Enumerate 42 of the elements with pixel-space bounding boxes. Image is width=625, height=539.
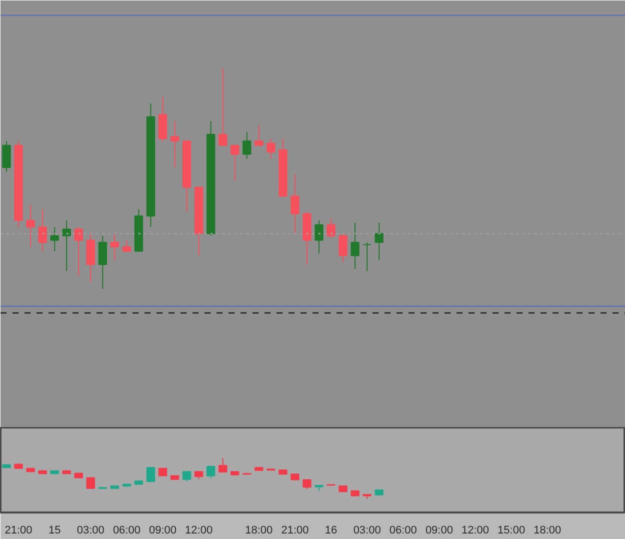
x-tick-label: 12:00 — [185, 524, 213, 536]
x-tick-label: 12:00 — [461, 524, 490, 536]
candlestick — [338, 233, 348, 263]
candlestick — [2, 140, 11, 172]
x-tick-label: 18:00 — [245, 524, 273, 536]
candlestick — [206, 466, 216, 479]
candlestick — [326, 218, 336, 238]
x-tick-label: 03:00 — [353, 524, 381, 536]
candlestick — [266, 138, 276, 160]
x-tick-label: 06:00 — [389, 524, 417, 536]
candlestick — [218, 458, 228, 473]
candlestick — [26, 204, 35, 248]
x-tick-label: 16 — [324, 524, 338, 536]
candlestick — [62, 220, 71, 272]
candlestick — [110, 233, 120, 261]
candlestick — [242, 132, 252, 160]
x-tick-label: 09:00 — [148, 524, 177, 536]
candlestick — [38, 208, 47, 252]
x-tick-label: 15 — [48, 524, 61, 536]
candlestick — [314, 220, 324, 254]
candlestick — [170, 120, 180, 168]
x-tick-label: 03:00 — [76, 524, 104, 536]
candlestick — [362, 242, 372, 272]
candlestick — [146, 467, 156, 482]
candlestick — [86, 477, 95, 489]
candlestick — [350, 222, 360, 270]
candlestick — [218, 68, 228, 146]
x-tick-label: 15:00 — [498, 524, 526, 536]
x-tick-label: 06:00 — [112, 524, 140, 536]
candlestick — [374, 222, 384, 261]
x-tick-label: 21:00 — [4, 524, 32, 536]
x-tick-label: 18:00 — [534, 524, 562, 536]
candlestick — [122, 240, 132, 252]
candlestick — [182, 471, 192, 482]
candlestick — [98, 235, 108, 290]
candlestick — [230, 144, 240, 182]
candlestick — [50, 226, 59, 252]
x-tick-label: 09:00 — [425, 524, 453, 536]
candlestick — [254, 125, 264, 146]
candlestick — [74, 226, 83, 276]
x-tick-label: 21:00 — [281, 524, 309, 536]
candlestick — [290, 174, 300, 234]
